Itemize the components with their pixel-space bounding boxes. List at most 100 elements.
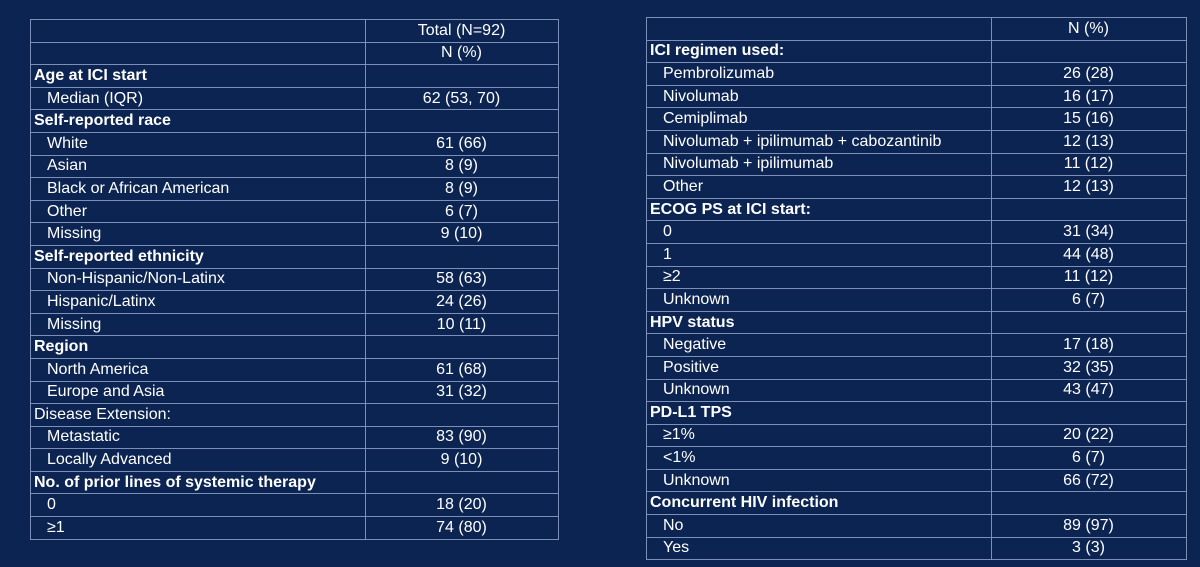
right-row-value: 43 (47) xyxy=(991,378,1187,403)
right-row: PD-L1 TPS xyxy=(646,401,1187,425)
right-row-label: Negative xyxy=(646,333,992,357)
right-row-label: ≥1% xyxy=(646,423,992,448)
left-section-label: Self-reported ethnicity xyxy=(30,244,366,269)
right-row-value xyxy=(991,197,1187,222)
right-row-value: 15 (16) xyxy=(991,107,1187,131)
right-table-body: N (%) ICI regimen used: Pembrolizumab 26 (… xyxy=(646,17,1187,561)
left-row-label: Hispanic/Latinx xyxy=(30,290,366,314)
left-header-row-total: Total (N=92) xyxy=(30,19,559,43)
right-section-label: HPV status xyxy=(646,310,992,335)
right-header-unit: N (%) xyxy=(991,17,1187,41)
left-row: Hispanic/Latinx 24 (26) xyxy=(30,290,559,314)
right-row-value: 44 (48) xyxy=(991,242,1187,267)
left-row: Black or African American 8 (9) xyxy=(30,177,559,201)
right-row-value: 17 (18) xyxy=(991,333,1187,357)
right-row-value: 16 (17) xyxy=(991,84,1187,109)
left-row: Non-Hispanic/Non-Latinx 58 (63) xyxy=(30,267,559,292)
left-row: Self-reported ethnicity xyxy=(30,244,559,269)
right-row-label: Positive xyxy=(646,355,992,380)
left-row-value xyxy=(365,109,559,133)
right-row-label: 0 xyxy=(646,220,992,244)
right-row-label: 1 xyxy=(646,242,992,267)
left-section-label: Self-reported race xyxy=(30,109,366,133)
left-header-total: Total (N=92) xyxy=(365,19,559,43)
left-row: Region xyxy=(30,335,559,359)
right-row: 0 31 (34) xyxy=(646,220,1187,244)
right-row-label: No xyxy=(646,514,992,538)
right-row: Unknown 43 (47) xyxy=(646,378,1187,403)
right-row-label: ≥2 xyxy=(646,265,992,290)
right-row: Nivolumab 16 (17) xyxy=(646,84,1187,109)
right-row-value xyxy=(991,310,1187,335)
left-row-label: Locally Advanced xyxy=(30,448,366,472)
right-section-label: ICI regimen used: xyxy=(646,39,992,64)
right-row-value xyxy=(991,491,1187,516)
left-row-value: 61 (66) xyxy=(365,131,559,156)
right-row-value: 31 (34) xyxy=(991,220,1187,244)
left-table-body: Total (N=92) N (%) Age at ICI start Media… xyxy=(30,19,559,540)
left-row: Asian 8 (9) xyxy=(30,154,559,179)
left-section-label: No. of prior lines of systemic therapy xyxy=(30,470,366,495)
right-row-value: 11 (12) xyxy=(991,152,1187,177)
left-row-label: Non-Hispanic/Non-Latinx xyxy=(30,267,366,292)
right-row-value: 20 (22) xyxy=(991,423,1187,448)
left-row-value xyxy=(365,335,559,359)
left-row: ≥1 74 (80) xyxy=(30,516,559,540)
left-row-label: Asian xyxy=(30,154,366,179)
left-row: No. of prior lines of systemic therapy xyxy=(30,470,559,495)
right-row: ECOG PS at ICI start: xyxy=(646,197,1187,222)
right-row-label: Nivolumab xyxy=(646,84,992,109)
left-row: Median (IQR) 62 (53, 70) xyxy=(30,86,559,111)
left-section-label: Age at ICI start xyxy=(30,64,366,88)
right-row-value xyxy=(991,401,1187,425)
left-row-value: 9 (10) xyxy=(365,448,559,472)
right-row-value: 32 (35) xyxy=(991,355,1187,380)
left-section-label: Disease Extension: xyxy=(30,403,366,427)
left-row-label: White xyxy=(30,131,366,156)
left-row-value: 58 (63) xyxy=(365,267,559,292)
right-header-row-unit: N (%) xyxy=(646,17,1187,41)
left-row-value: 6 (7) xyxy=(365,199,559,224)
left-row-value: 10 (11) xyxy=(365,312,559,337)
right-row: Cemiplimab 15 (16) xyxy=(646,107,1187,131)
right-row-label: Unknown xyxy=(646,378,992,403)
right-row-label: Cemiplimab xyxy=(646,107,992,131)
left-row-value: 8 (9) xyxy=(365,177,559,201)
left-row-label: 0 xyxy=(30,493,366,518)
left-row: Locally Advanced 9 (10) xyxy=(30,448,559,472)
left-row-value: 31 (32) xyxy=(365,380,559,405)
right-header-blank-cell xyxy=(646,17,992,41)
left-row: Age at ICI start xyxy=(30,64,559,88)
left-row-value: 62 (53, 70) xyxy=(365,86,559,111)
right-row: Unknown 6 (7) xyxy=(646,288,1187,312)
right-section-label: Concurrent HIV infection xyxy=(646,491,992,516)
left-row: Other 6 (7) xyxy=(30,199,559,224)
right-row: Pembrolizumab 26 (28) xyxy=(646,62,1187,86)
left-row-label: Metastatic xyxy=(30,425,366,450)
left-row: 0 18 (20) xyxy=(30,493,559,518)
left-header-blank-cell xyxy=(30,41,366,66)
right-row-label: Pembrolizumab xyxy=(646,62,992,86)
left-header-unit: N (%) xyxy=(365,41,559,66)
left-row-value: 9 (10) xyxy=(365,222,559,246)
left-row: Europe and Asia 31 (32) xyxy=(30,380,559,405)
right-row-value: 89 (97) xyxy=(991,514,1187,538)
left-row-label: Missing xyxy=(30,222,366,246)
left-row: Metastatic 83 (90) xyxy=(30,425,559,450)
right-row-value: 6 (7) xyxy=(991,446,1187,470)
right-row: HPV status xyxy=(646,310,1187,335)
left-row-label: North America xyxy=(30,357,366,382)
left-header-blank-cell xyxy=(30,19,366,43)
left-row-label: ≥1 xyxy=(30,516,366,540)
left-row-value: 18 (20) xyxy=(365,493,559,518)
left-row-value xyxy=(365,244,559,269)
right-row-value xyxy=(991,39,1187,64)
left-section-label: Region xyxy=(30,335,366,359)
right-row-label: Yes xyxy=(646,536,992,561)
left-row-value: 74 (80) xyxy=(365,516,559,540)
right-row: No 89 (97) xyxy=(646,514,1187,538)
right-row: Nivolumab + ipilimumab + cabozantinib 12 … xyxy=(646,129,1187,154)
right-row-label: Nivolumab + ipilimumab xyxy=(646,152,992,177)
baseline-characteristics-table-right: N (%) ICI regimen used: Pembrolizumab 26 (… xyxy=(646,17,1187,561)
left-row-value xyxy=(365,403,559,427)
